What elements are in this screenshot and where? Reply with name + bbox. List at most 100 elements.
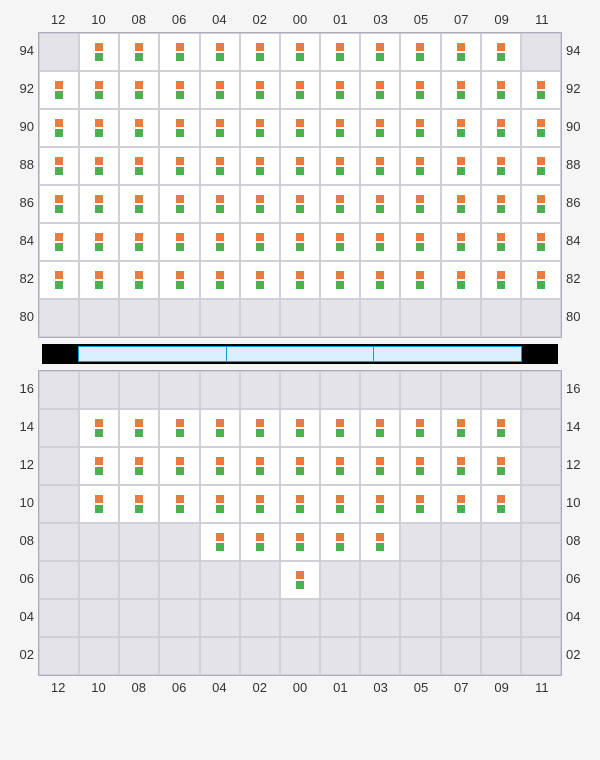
seat-cell[interactable] [240, 523, 280, 561]
seat-cell[interactable] [119, 185, 159, 223]
seat-cell[interactable] [280, 185, 320, 223]
seat-cell[interactable] [280, 523, 320, 561]
seat-cell[interactable] [481, 261, 521, 299]
seat-cell[interactable] [320, 147, 360, 185]
seat-cell[interactable] [119, 71, 159, 109]
seat-cell[interactable] [320, 409, 360, 447]
seat-cell[interactable] [521, 147, 561, 185]
seat-cell[interactable] [159, 261, 199, 299]
seat-cell[interactable] [240, 261, 280, 299]
seat-cell[interactable] [159, 485, 199, 523]
seat-cell[interactable] [159, 223, 199, 261]
seat-cell[interactable] [280, 147, 320, 185]
seat-cell[interactable] [360, 261, 400, 299]
seat-cell[interactable] [240, 223, 280, 261]
seat-cell[interactable] [200, 71, 240, 109]
seat-cell[interactable] [159, 409, 199, 447]
seat-cell[interactable] [200, 261, 240, 299]
seat-cell[interactable] [159, 109, 199, 147]
seat-cell[interactable] [39, 109, 79, 147]
seat-cell[interactable] [240, 71, 280, 109]
seat-cell[interactable] [200, 33, 240, 71]
seat-cell[interactable] [521, 261, 561, 299]
seat-cell[interactable] [240, 147, 280, 185]
seat-cell[interactable] [400, 71, 440, 109]
seat-cell[interactable] [240, 409, 280, 447]
seat-cell[interactable] [320, 223, 360, 261]
seat-cell[interactable] [200, 523, 240, 561]
seat-cell[interactable] [320, 447, 360, 485]
seat-cell[interactable] [200, 109, 240, 147]
seat-cell[interactable] [320, 109, 360, 147]
seat-cell[interactable] [79, 223, 119, 261]
seat-cell[interactable] [280, 409, 320, 447]
seat-cell[interactable] [441, 185, 481, 223]
seat-cell[interactable] [360, 185, 400, 223]
seat-cell[interactable] [360, 523, 400, 561]
seat-cell[interactable] [400, 109, 440, 147]
seat-cell[interactable] [200, 447, 240, 485]
seat-cell[interactable] [360, 71, 400, 109]
seat-cell[interactable] [400, 261, 440, 299]
seat-cell[interactable] [481, 223, 521, 261]
seat-cell[interactable] [481, 485, 521, 523]
seat-cell[interactable] [360, 223, 400, 261]
seat-cell[interactable] [360, 109, 400, 147]
seat-cell[interactable] [360, 33, 400, 71]
seat-cell[interactable] [119, 147, 159, 185]
seat-cell[interactable] [521, 71, 561, 109]
seat-cell[interactable] [360, 147, 400, 185]
seat-cell[interactable] [400, 147, 440, 185]
seat-cell[interactable] [119, 485, 159, 523]
seat-cell[interactable] [481, 185, 521, 223]
seat-cell[interactable] [79, 485, 119, 523]
seat-cell[interactable] [159, 185, 199, 223]
seat-cell[interactable] [159, 33, 199, 71]
seat-cell[interactable] [280, 71, 320, 109]
seat-cell[interactable] [240, 485, 280, 523]
seat-cell[interactable] [39, 71, 79, 109]
seat-cell[interactable] [320, 261, 360, 299]
seat-cell[interactable] [481, 409, 521, 447]
seat-cell[interactable] [521, 109, 561, 147]
seat-cell[interactable] [481, 33, 521, 71]
seat-cell[interactable] [240, 185, 280, 223]
seat-cell[interactable] [200, 185, 240, 223]
seat-cell[interactable] [400, 223, 440, 261]
seat-cell[interactable] [441, 485, 481, 523]
seat-cell[interactable] [441, 33, 481, 71]
seat-cell[interactable] [39, 147, 79, 185]
seat-cell[interactable] [79, 185, 119, 223]
seat-cell[interactable] [320, 185, 360, 223]
seat-cell[interactable] [441, 261, 481, 299]
seat-cell[interactable] [400, 33, 440, 71]
seat-cell[interactable] [159, 147, 199, 185]
seat-cell[interactable] [200, 409, 240, 447]
seat-cell[interactable] [200, 223, 240, 261]
seat-cell[interactable] [320, 33, 360, 71]
seat-cell[interactable] [360, 485, 400, 523]
seat-cell[interactable] [39, 223, 79, 261]
seat-cell[interactable] [360, 447, 400, 485]
seat-cell[interactable] [240, 33, 280, 71]
seat-cell[interactable] [79, 409, 119, 447]
seat-cell[interactable] [441, 109, 481, 147]
seat-cell[interactable] [441, 223, 481, 261]
seat-cell[interactable] [39, 185, 79, 223]
seat-cell[interactable] [481, 147, 521, 185]
seat-cell[interactable] [280, 561, 320, 599]
seat-cell[interactable] [159, 447, 199, 485]
seat-cell[interactable] [280, 109, 320, 147]
seat-cell[interactable] [39, 261, 79, 299]
seat-cell[interactable] [441, 147, 481, 185]
seat-cell[interactable] [280, 447, 320, 485]
seat-cell[interactable] [400, 409, 440, 447]
seat-cell[interactable] [119, 33, 159, 71]
seat-cell[interactable] [79, 33, 119, 71]
seat-cell[interactable] [200, 485, 240, 523]
seat-cell[interactable] [200, 147, 240, 185]
seat-cell[interactable] [280, 261, 320, 299]
seat-cell[interactable] [280, 33, 320, 71]
seat-cell[interactable] [280, 485, 320, 523]
seat-cell[interactable] [400, 485, 440, 523]
